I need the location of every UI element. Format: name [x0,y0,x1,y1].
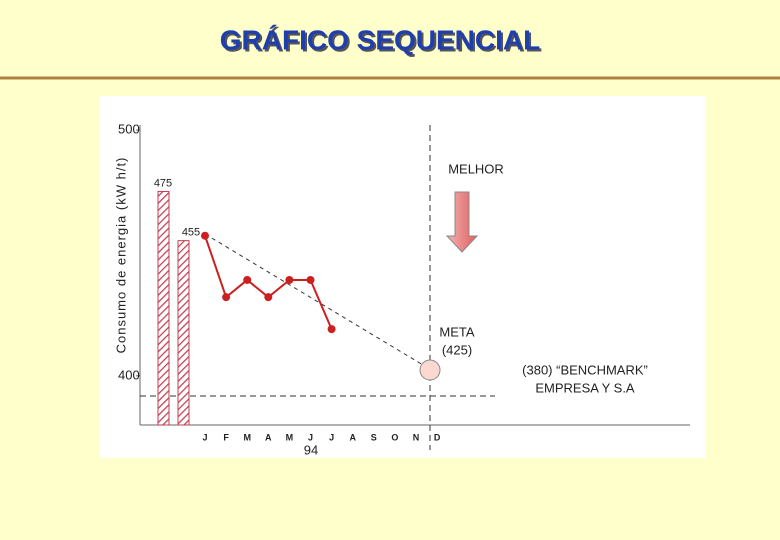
point [306,275,315,284]
year-label: 94 [304,442,318,457]
x-tick-label: A [265,432,272,442]
bar-value-label: 475 [154,177,172,189]
x-tick-label: M [243,432,251,442]
point [243,275,252,284]
y-axis-label: Consumo de energia (kW h/t) [113,157,128,354]
target-label: META [439,324,474,339]
target-value: (425) [442,342,472,357]
benchmark-label: (380) “BENCHMARK” [522,362,648,377]
x-tick-label: D [434,432,441,442]
title-shadow: GRÁFICO SEQUENCIAL [222,26,542,57]
point [285,275,294,284]
target-marker [419,359,441,381]
point [201,231,209,240]
bar-value-label: 455 [182,227,200,239]
x-tick-label: M [286,432,294,442]
y-tick-label: 500 [118,121,140,136]
x-tick-label: J [308,432,313,442]
benchmark-source: EMPRESA Y S.A [535,380,635,395]
y-tick-label: 400 [118,367,140,382]
x-tick-label: F [223,432,229,442]
trend-line [204,233,429,369]
x-tick-label: J [329,432,334,442]
chart-area [100,96,706,458]
bar [177,240,190,426]
x-tick-label: J [202,432,207,442]
bar [157,190,170,426]
point [222,293,231,302]
x-tick-label: S [371,432,377,442]
better-label: MELHOR [448,161,504,176]
chart-title: GRÁFICO SEQUENCIAL [220,24,540,55]
x-tick-label: N [413,432,420,442]
point [264,293,273,302]
x-tick-label: A [349,432,356,442]
point [327,325,336,334]
better-arrow [445,191,479,253]
x-tick-label: O [391,432,398,442]
